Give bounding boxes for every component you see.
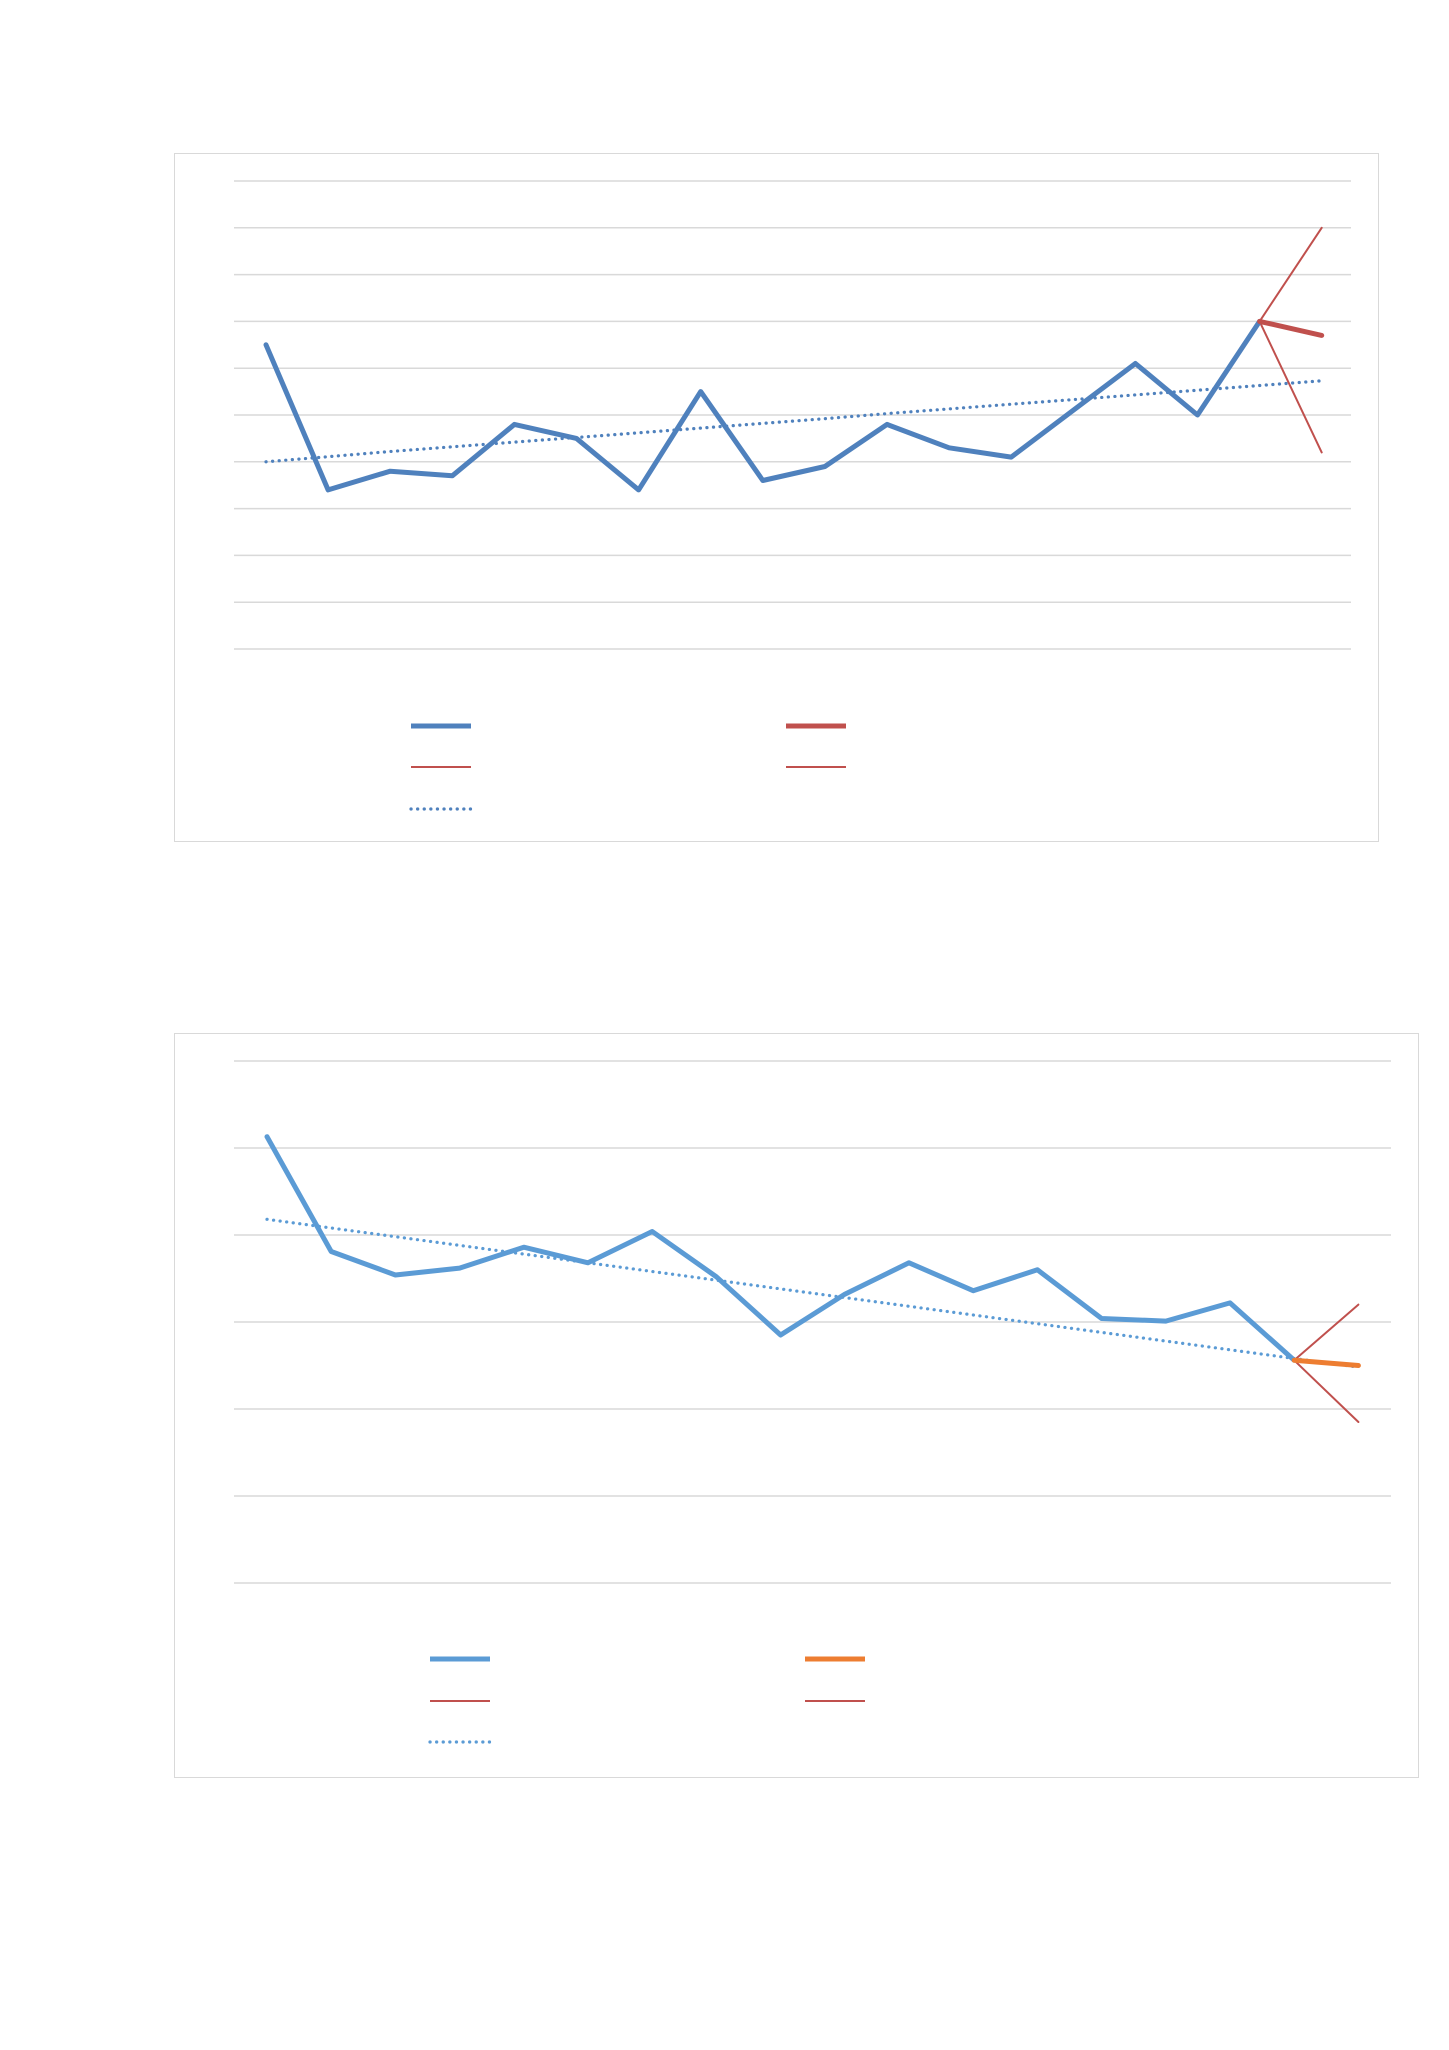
- series-line-actual: [263, 318, 1263, 493]
- chart-2-plot: [234, 1060, 1391, 1744]
- series-line-trend: [264, 379, 1324, 464]
- series-line-trend: [265, 1217, 1360, 1369]
- legend: [428, 1656, 865, 1744]
- series-line-upper-bound: [1258, 226, 1323, 323]
- series-line-forecast: [1257, 318, 1325, 338]
- chart-2: [174, 1033, 1419, 1778]
- series-line-forecast: [1291, 1357, 1361, 1368]
- series-line-lower-bound: [1258, 320, 1323, 454]
- series-line-upper-bound: [1293, 1303, 1360, 1362]
- gridlines: [234, 1060, 1391, 1584]
- series-line-lower-bound: [1293, 1359, 1360, 1423]
- gridlines: [234, 180, 1351, 650]
- series-line-actual: [264, 1134, 1297, 1363]
- legend: [409, 723, 846, 811]
- chart-1: [174, 153, 1379, 842]
- chart-1-plot: [234, 180, 1351, 811]
